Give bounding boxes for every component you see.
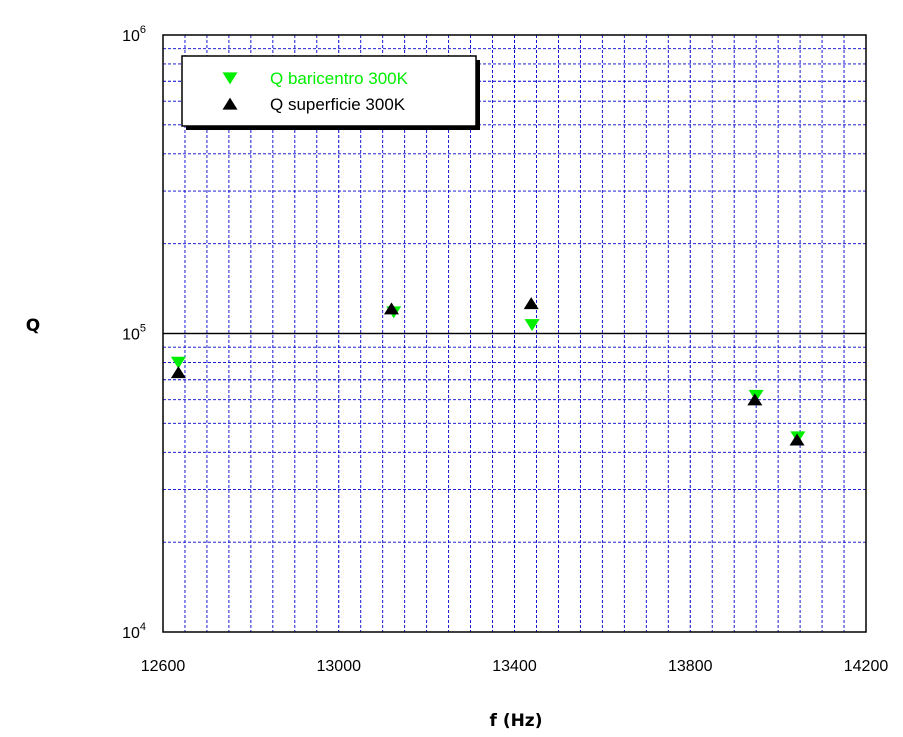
legend-label: Q baricentro 300K [270,69,409,88]
y-tick-labels: 104 105 106 [122,24,146,642]
baricentro-point [524,319,540,332]
baricentro-point [170,356,186,369]
superficie-point [747,393,763,406]
y-tick-label: 106 [122,24,146,45]
x-tick-labels: 12600 13000 13400 13800 14200 [141,658,889,675]
major-gridlines [163,35,866,632]
x-tick-label: 14200 [844,658,889,675]
plot-frame [162,34,867,633]
legend-marker-baricentro [222,72,238,85]
x-tick-label: 12600 [141,658,186,675]
x-axis-title: f (Hz) [490,711,543,731]
legend-label: Q superficie 300K [270,95,406,114]
y-tick-label: 104 [122,621,146,642]
superficie-point [383,302,399,315]
x-tick-label: 13400 [492,658,537,675]
legend-items: Q baricentro 300K Q superficie 300K [222,69,409,114]
legend-box [181,55,477,127]
data-points [170,297,806,446]
superficie-point [789,433,805,446]
legend-marker-superficie [222,97,238,110]
superficie-point [523,297,539,310]
x-tick-label: 13800 [668,658,713,675]
y-tick-label: 105 [122,323,146,344]
legend: Q baricentro 300K Q superficie 300K [181,55,480,130]
y-axis-title: Q [26,316,40,336]
x-tick-label: 13000 [317,658,362,675]
superficie-point [170,366,186,379]
